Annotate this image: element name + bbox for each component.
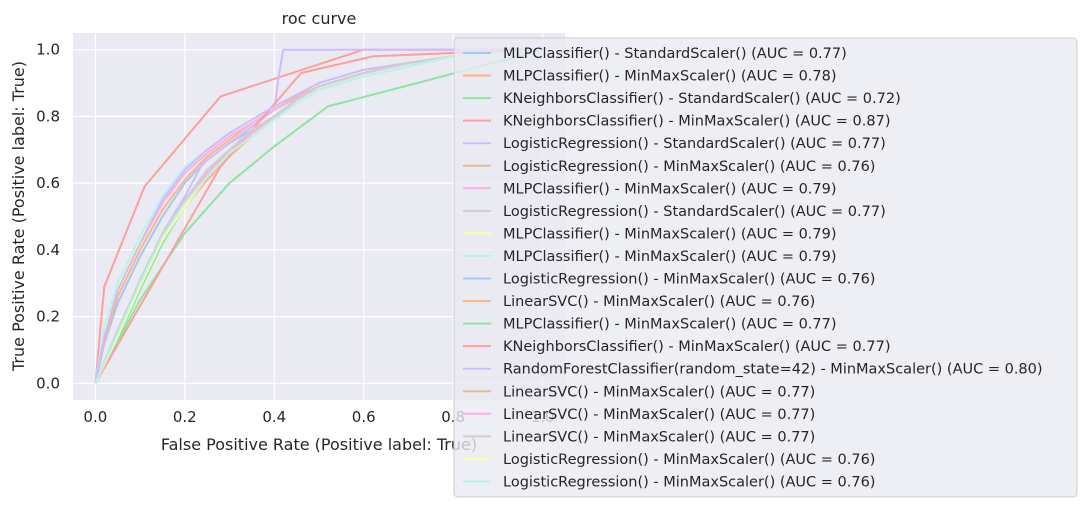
legend-entry: KNeighborsClassifier() - StandardScaler(…	[503, 91, 901, 107]
x-tick-label: 0.2	[173, 408, 197, 426]
legend: MLPClassifier() - StandardScaler() (AUC …	[453, 37, 1078, 498]
y-tick-label: 0.6	[36, 174, 60, 192]
legend-entry: MLPClassifier() - MinMaxScaler() (AUC = …	[503, 249, 837, 265]
y-tick-label: 0.0	[36, 374, 60, 392]
legend-entry: LogisticRegression() - MinMaxScaler() (A…	[503, 474, 875, 490]
y-tick-label: 1.0	[36, 41, 60, 59]
x-tick-label: 0.6	[352, 408, 376, 426]
y-tick-label: 0.8	[36, 107, 60, 125]
legend-entry: MLPClassifier() - StandardScaler() (AUC …	[503, 46, 847, 62]
x-tick-label: 0.4	[262, 408, 286, 426]
legend-frame	[453, 37, 1078, 498]
legend-entry: KNeighborsClassifier() - MinMaxScaler() …	[503, 114, 890, 130]
legend-entry: LogisticRegression() - MinMaxScaler() (A…	[503, 452, 875, 468]
y-tick-labels: 0.0 0.2 0.4 0.6 0.8 1.0	[36, 41, 60, 393]
legend-entry: LinearSVC() - MinMaxScaler() (AUC = 0.77…	[503, 407, 815, 423]
legend-entry: MLPClassifier() - MinMaxScaler() (AUC = …	[503, 226, 837, 242]
legend-entry: RandomForestClassifier(random_state=42) …	[503, 362, 1043, 378]
legend-entry: LogisticRegression() - MinMaxScaler() (A…	[503, 159, 875, 175]
roc-series-line-20	[94, 48, 543, 384]
legend-entry: LinearSVC() - MinMaxScaler() (AUC = 0.77…	[503, 429, 815, 445]
y-tick-label: 0.4	[36, 241, 60, 259]
legend-entry: KNeighborsClassifier() - MinMaxScaler() …	[503, 339, 890, 355]
y-axis-label: True Positive Rate (Positive label: True…	[9, 61, 28, 372]
legend-entry: MLPClassifier() - MinMaxScaler() (AUC = …	[503, 317, 837, 333]
legend-entry: LinearSVC() - MinMaxScaler() (AUC = 0.76…	[503, 294, 815, 310]
chart-title: roc curve	[282, 9, 357, 28]
y-tick-label: 0.2	[36, 308, 60, 326]
legend-entry: MLPClassifier() - MinMaxScaler() (AUC = …	[503, 69, 837, 85]
roc-series-line-18	[94, 48, 543, 384]
legend-entry: LinearSVC() - MinMaxScaler() (AUC = 0.77…	[503, 384, 815, 400]
x-tick-label: 0.0	[83, 408, 107, 426]
legend-entry: MLPClassifier() - MinMaxScaler() (AUC = …	[503, 181, 837, 197]
legend-entry: LogisticRegression() - MinMaxScaler() (A…	[503, 272, 875, 288]
legend-entry: LogisticRegression() - StandardScaler() …	[503, 204, 886, 220]
x-axis-label: False Positive Rate (Positive label: Tru…	[161, 435, 477, 454]
legend-entry: LogisticRegression() - StandardScaler() …	[503, 136, 886, 152]
legend-items: MLPClassifier() - StandardScaler() (AUC …	[463, 46, 1043, 490]
